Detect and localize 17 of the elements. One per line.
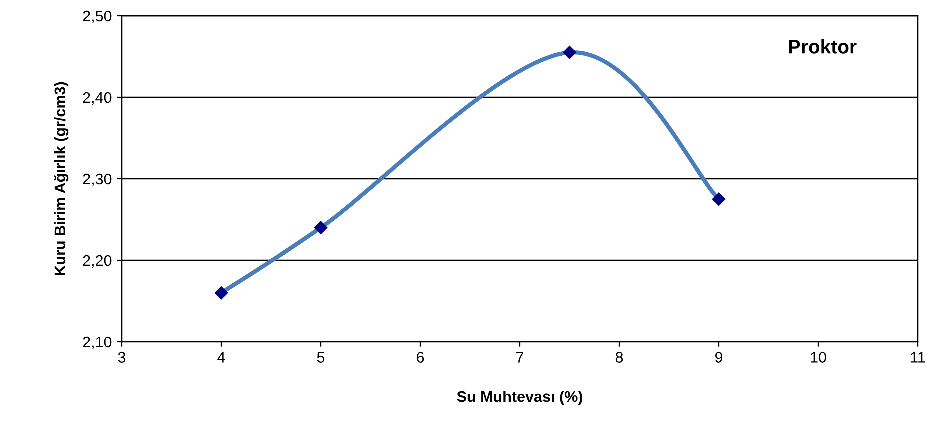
x-tick-label: 9 [715,352,723,363]
x-tick-label: 6 [417,352,424,363]
x-axis-title: Su Muhtevası (%) [457,390,582,406]
x-tick-label: 10 [811,352,826,363]
annotation: Proktor [789,40,857,54]
x-tick-label: 11 [911,352,926,363]
y-tick-label: 2,40 [83,92,112,105]
x-tick-label: 7 [516,352,524,363]
y-tick-label: 2,30 [83,174,112,186]
y-tick-label: 2,20 [83,255,112,268]
y-tick-label: 2,50 [83,10,112,24]
x-tick-label: 5 [317,352,325,363]
x-tick-label: 4 [218,352,226,363]
x-tick-label: 8 [616,352,624,363]
y-axis-title: Kuru Birim Ağırlık (gr/cm3) [54,82,69,276]
x-tick-label: 3 [118,352,126,363]
y-tick-label: 2,10 [83,336,112,350]
